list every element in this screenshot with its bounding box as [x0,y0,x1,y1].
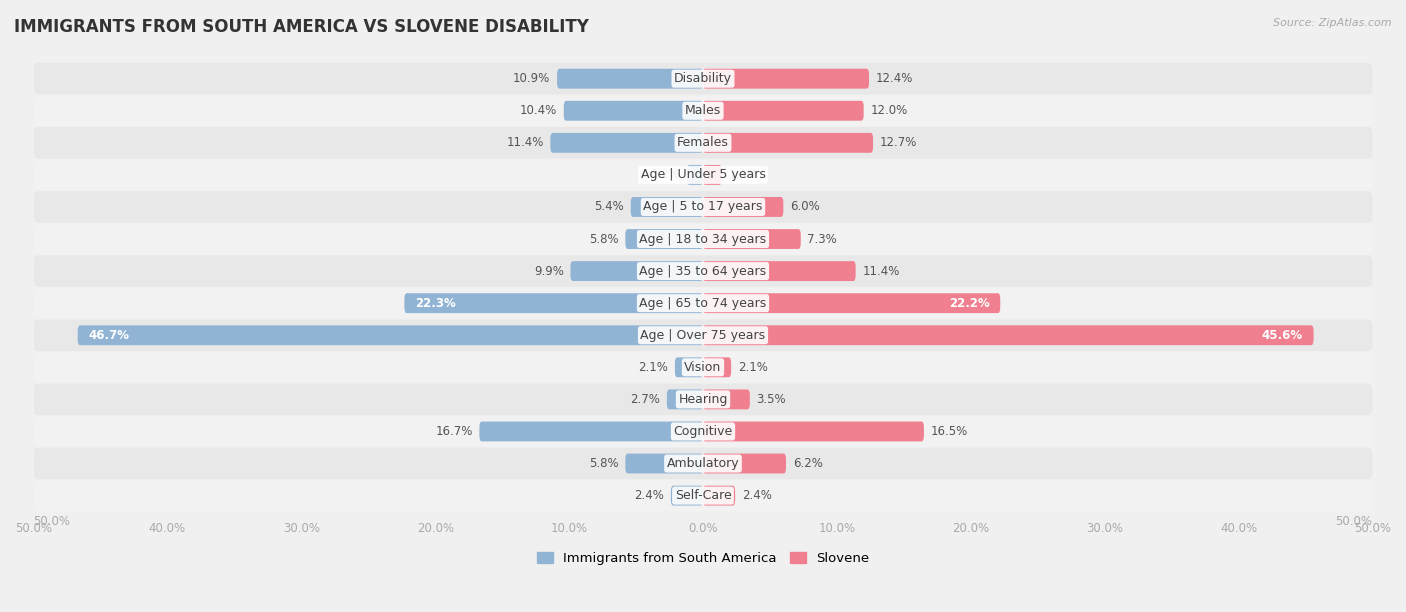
FancyBboxPatch shape [703,133,873,153]
FancyBboxPatch shape [34,319,1372,351]
Text: 12.4%: 12.4% [876,72,912,85]
Text: Self-Care: Self-Care [675,489,731,502]
FancyBboxPatch shape [703,69,869,89]
FancyBboxPatch shape [564,101,703,121]
Text: 16.7%: 16.7% [436,425,472,438]
Text: 9.9%: 9.9% [534,264,564,278]
FancyBboxPatch shape [688,165,703,185]
Text: 7.3%: 7.3% [807,233,837,245]
Text: Age | 18 to 34 years: Age | 18 to 34 years [640,233,766,245]
FancyBboxPatch shape [405,293,703,313]
FancyBboxPatch shape [34,352,1372,383]
Text: Age | Over 75 years: Age | Over 75 years [641,329,765,341]
Text: Age | 5 to 17 years: Age | 5 to 17 years [644,201,762,214]
FancyBboxPatch shape [703,486,735,506]
Text: 3.5%: 3.5% [756,393,786,406]
Text: 46.7%: 46.7% [89,329,129,341]
FancyBboxPatch shape [34,95,1372,127]
Text: 12.7%: 12.7% [880,136,917,149]
FancyBboxPatch shape [34,127,1372,159]
Text: IMMIGRANTS FROM SOUTH AMERICA VS SLOVENE DISABILITY: IMMIGRANTS FROM SOUTH AMERICA VS SLOVENE… [14,18,589,36]
Text: Age | Under 5 years: Age | Under 5 years [641,168,765,181]
FancyBboxPatch shape [34,159,1372,190]
Text: 10.9%: 10.9% [513,72,550,85]
Text: Hearing: Hearing [678,393,728,406]
FancyBboxPatch shape [34,255,1372,287]
FancyBboxPatch shape [703,293,1000,313]
FancyBboxPatch shape [626,229,703,249]
Text: 6.2%: 6.2% [793,457,823,470]
Text: 1.2%: 1.2% [651,168,681,181]
Text: 50.0%: 50.0% [1336,515,1372,529]
FancyBboxPatch shape [703,453,786,474]
Text: Disability: Disability [673,72,733,85]
Text: 22.3%: 22.3% [415,297,456,310]
Text: 16.5%: 16.5% [931,425,967,438]
FancyBboxPatch shape [479,422,703,441]
Text: 6.0%: 6.0% [790,201,820,214]
Text: 2.4%: 2.4% [742,489,772,502]
FancyBboxPatch shape [703,197,783,217]
Text: 2.1%: 2.1% [638,361,668,374]
Text: 5.8%: 5.8% [589,457,619,470]
FancyBboxPatch shape [34,448,1372,479]
Text: 50.0%: 50.0% [34,515,70,529]
Text: Males: Males [685,104,721,118]
Text: 2.1%: 2.1% [738,361,768,374]
FancyBboxPatch shape [703,101,863,121]
FancyBboxPatch shape [703,165,721,185]
Text: Vision: Vision [685,361,721,374]
FancyBboxPatch shape [34,223,1372,255]
FancyBboxPatch shape [77,326,703,345]
FancyBboxPatch shape [550,133,703,153]
Text: 5.8%: 5.8% [589,233,619,245]
Text: 5.4%: 5.4% [595,201,624,214]
Text: 1.4%: 1.4% [728,168,758,181]
FancyBboxPatch shape [666,389,703,409]
FancyBboxPatch shape [34,63,1372,94]
FancyBboxPatch shape [571,261,703,281]
Text: Age | 35 to 64 years: Age | 35 to 64 years [640,264,766,278]
Text: Source: ZipAtlas.com: Source: ZipAtlas.com [1274,18,1392,28]
Text: 12.0%: 12.0% [870,104,908,118]
Text: Ambulatory: Ambulatory [666,457,740,470]
FancyBboxPatch shape [703,357,731,377]
FancyBboxPatch shape [34,416,1372,447]
FancyBboxPatch shape [703,422,924,441]
Text: 45.6%: 45.6% [1261,329,1303,341]
FancyBboxPatch shape [675,357,703,377]
FancyBboxPatch shape [703,261,856,281]
Legend: Immigrants from South America, Slovene: Immigrants from South America, Slovene [537,552,869,565]
Text: Cognitive: Cognitive [673,425,733,438]
Text: 2.7%: 2.7% [630,393,661,406]
Text: 11.4%: 11.4% [862,264,900,278]
Text: Age | 65 to 74 years: Age | 65 to 74 years [640,297,766,310]
FancyBboxPatch shape [671,486,703,506]
FancyBboxPatch shape [34,480,1372,511]
Text: Females: Females [678,136,728,149]
FancyBboxPatch shape [703,389,749,409]
Text: 10.4%: 10.4% [520,104,557,118]
FancyBboxPatch shape [557,69,703,89]
Text: 2.4%: 2.4% [634,489,664,502]
FancyBboxPatch shape [34,192,1372,223]
FancyBboxPatch shape [703,229,801,249]
FancyBboxPatch shape [626,453,703,474]
Text: 22.2%: 22.2% [949,297,990,310]
FancyBboxPatch shape [631,197,703,217]
FancyBboxPatch shape [34,384,1372,415]
FancyBboxPatch shape [703,326,1313,345]
Text: 11.4%: 11.4% [506,136,544,149]
FancyBboxPatch shape [34,288,1372,319]
